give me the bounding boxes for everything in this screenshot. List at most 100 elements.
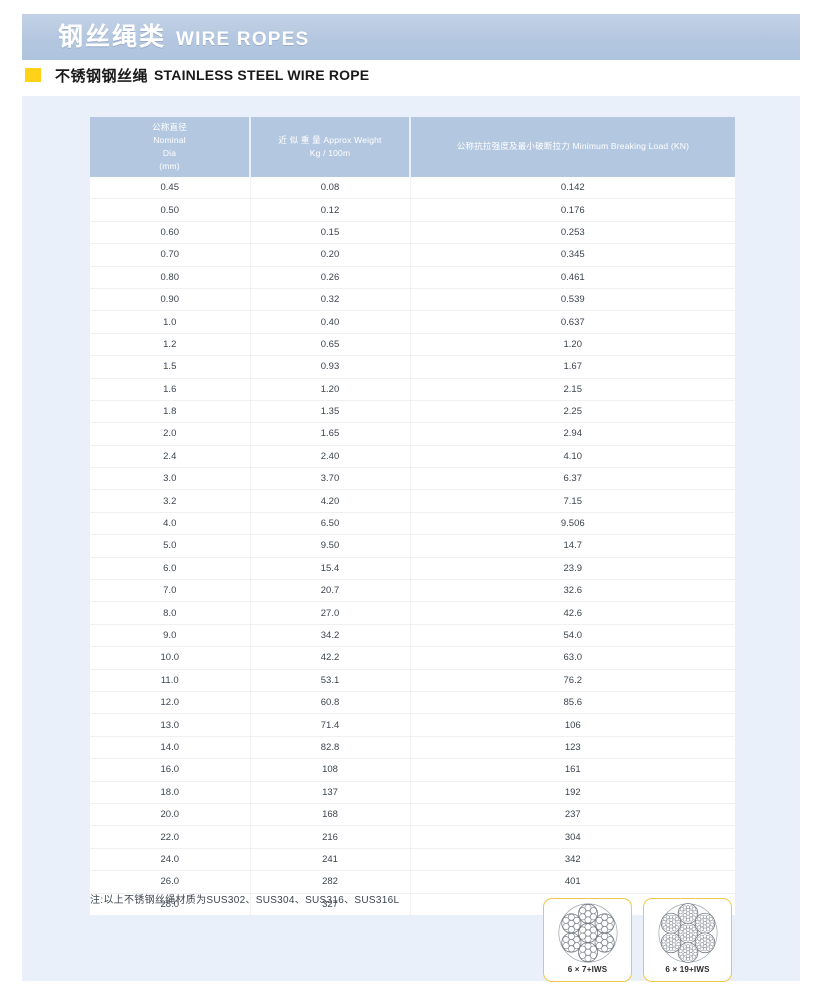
table-cell-nominal_dia: 0.50 bbox=[90, 198, 251, 222]
table-row: 0.90 0.32 0.539 bbox=[90, 288, 735, 312]
table-cell-approx_weight: 0.20 bbox=[250, 243, 411, 267]
table-cell-approx_weight: 0.93 bbox=[250, 355, 411, 379]
table-cell-approx_weight: 0.40 bbox=[250, 310, 411, 334]
table-cell-approx_weight: 60.8 bbox=[250, 691, 411, 715]
table-row: 13.0 71.4 106 bbox=[90, 713, 735, 737]
rope-diagram-label: 6 × 7+IWS bbox=[567, 965, 608, 974]
table-cell-nominal_dia: 12.0 bbox=[90, 691, 251, 715]
table-cell-nominal_dia: 1.6 bbox=[90, 378, 251, 401]
rope-diagram-label: 6 × 19+IWS bbox=[665, 965, 710, 974]
table-cell-breaking_load: 85.6 bbox=[410, 691, 735, 715]
table-row: 24.0 241 342 bbox=[90, 848, 735, 872]
table-cell-approx_weight: 327 bbox=[250, 893, 411, 915]
table-cell-breaking_load: 161 bbox=[410, 758, 735, 782]
table-row: 1.8 1.35 2.25 bbox=[90, 400, 735, 424]
table-row: 18.0 137 192 bbox=[90, 781, 735, 804]
table-cell-approx_weight: 34.2 bbox=[250, 624, 411, 648]
table-row: 9.0 34.2 54.0 bbox=[90, 624, 735, 648]
wire-rope-spec-table: 公称直径 Nominal Dia (mm) 近 似 重 量 Approx Wei… bbox=[90, 117, 735, 915]
section-banner: 钢丝绳类 WIRE ROPES bbox=[22, 14, 800, 60]
table-cell-breaking_load: 23.9 bbox=[410, 557, 735, 581]
table-cell-breaking_load: 2.94 bbox=[410, 422, 735, 446]
table-cell-breaking_load: 54.0 bbox=[410, 624, 735, 648]
banner-title-group: 钢丝绳类 WIRE ROPES bbox=[58, 14, 309, 60]
table-cell-breaking_load: 1.67 bbox=[410, 355, 735, 379]
table-row: 5.0 9.50 14.7 bbox=[90, 534, 735, 558]
table-cell-approx_weight: 0.32 bbox=[250, 288, 411, 312]
table-row: 3.2 4.20 7.15 bbox=[90, 489, 735, 513]
header-line: Nominal bbox=[153, 134, 186, 145]
table-cell-breaking_load: 0.142 bbox=[410, 177, 735, 200]
table-cell-nominal_dia: 28.0 bbox=[90, 893, 251, 915]
table-row: 4.0 6.50 9.506 bbox=[90, 512, 735, 536]
table-cell-breaking_load: 304 bbox=[410, 825, 735, 849]
table-cell-approx_weight: 168 bbox=[250, 803, 411, 827]
table-cell-approx_weight: 0.12 bbox=[250, 198, 411, 222]
table-cell-breaking_load: 0.345 bbox=[410, 243, 735, 267]
table-cell-approx_weight: 4.20 bbox=[250, 489, 411, 513]
table-cell-nominal_dia: 0.45 bbox=[90, 177, 251, 200]
table-cell-breaking_load: 4.10 bbox=[410, 445, 735, 469]
table-cell-nominal_dia: 9.0 bbox=[90, 624, 251, 648]
header-line: 公称抗拉强度及最小破断拉力 Minimum Breaking Load (KN) bbox=[456, 141, 690, 152]
rope-diagram-card-6x19: 6 × 19+IWS bbox=[643, 898, 732, 982]
table-row: 12.0 60.8 85.6 bbox=[90, 691, 735, 715]
table-cell-nominal_dia: 26.0 bbox=[90, 870, 251, 894]
table-cell-breaking_load: 76.2 bbox=[410, 669, 735, 692]
table-row: 0.70 0.20 0.345 bbox=[90, 243, 735, 267]
table-cell-approx_weight: 2.40 bbox=[250, 445, 411, 469]
table-cell-nominal_dia: 3.2 bbox=[90, 489, 251, 513]
table-row: 1.2 0.65 1.20 bbox=[90, 333, 735, 357]
header-line: 近 似 重 量 Approx Weight bbox=[278, 134, 382, 145]
table-cell-approx_weight: 20.7 bbox=[250, 579, 411, 603]
table-cell-nominal_dia: 16.0 bbox=[90, 758, 251, 782]
table-cell-breaking_load: 1.20 bbox=[410, 333, 735, 357]
table-row: 1.6 1.20 2.15 bbox=[90, 378, 735, 401]
table-row: 22.0 216 304 bbox=[90, 825, 735, 849]
table-row: 0.80 0.26 0.461 bbox=[90, 266, 735, 289]
table-row: 2.0 1.65 2.94 bbox=[90, 422, 735, 446]
table-row: 8.0 27.0 42.6 bbox=[90, 601, 735, 625]
table-cell-nominal_dia: 14.0 bbox=[90, 736, 251, 760]
table-cell-approx_weight: 9.50 bbox=[250, 534, 411, 558]
table-cell-breaking_load: 14.7 bbox=[410, 534, 735, 558]
table-cell-breaking_load: 7.15 bbox=[410, 489, 735, 513]
table-cell-approx_weight: 282 bbox=[250, 870, 411, 894]
table-cell-nominal_dia: 22.0 bbox=[90, 825, 251, 849]
table-cell-approx_weight: 1.20 bbox=[250, 378, 411, 401]
table-cell-breaking_load: 32.6 bbox=[410, 579, 735, 603]
header-line: Kg / 100m bbox=[309, 148, 351, 158]
table-cell-nominal_dia: 1.8 bbox=[90, 400, 251, 424]
table-cell-approx_weight: 1.35 bbox=[250, 400, 411, 424]
table-cell-approx_weight: 42.2 bbox=[250, 646, 411, 670]
rope-diagram-card-6x7: 6 × 7+IWS bbox=[543, 898, 632, 982]
table-cell-approx_weight: 137 bbox=[250, 781, 411, 804]
table-row: 0.50 0.12 0.176 bbox=[90, 198, 735, 222]
table-cell-nominal_dia: 0.80 bbox=[90, 266, 251, 289]
product-subtitle: 不锈钢钢丝绳 STAINLESS STEEL WIRE ROPE bbox=[25, 64, 369, 86]
table-cell-breaking_load: 9.506 bbox=[410, 512, 735, 536]
product-subtitle-en: STAINLESS STEEL WIRE ROPE bbox=[154, 67, 370, 83]
table-cell-nominal_dia: 3.0 bbox=[90, 467, 251, 491]
table-cell-approx_weight: 0.15 bbox=[250, 221, 411, 245]
table-cell-approx_weight: 241 bbox=[250, 848, 411, 872]
table-cell-breaking_load: 192 bbox=[410, 781, 735, 804]
table-cell-breaking_load: 2.15 bbox=[410, 378, 735, 401]
table-cell-nominal_dia: 1.0 bbox=[90, 310, 251, 334]
table-cell-breaking_load: 342 bbox=[410, 848, 735, 872]
table-row: 7.0 20.7 32.6 bbox=[90, 579, 735, 603]
table-cell-breaking_load: 0.637 bbox=[410, 310, 735, 334]
table-cell-approx_weight: 53.1 bbox=[250, 669, 411, 692]
table-cell-breaking_load: 123 bbox=[410, 736, 735, 760]
table-cell-approx_weight: 71.4 bbox=[250, 713, 411, 737]
table-cell-nominal_dia: 11.0 bbox=[90, 669, 251, 692]
table-header-row: 公称直径 Nominal Dia (mm) 近 似 重 量 Approx Wei… bbox=[90, 117, 735, 177]
table-cell-approx_weight: 15.4 bbox=[250, 557, 411, 581]
table-row: 20.0 168 237 bbox=[90, 803, 735, 827]
rope-cross-section-6x19-icon bbox=[657, 902, 719, 964]
rope-cross-section-6x7-icon bbox=[557, 902, 619, 964]
material-note: 注:以上不锈钢丝绳材质为SUS302、SUS304、SUS316、SUS316L bbox=[90, 895, 400, 906]
table-cell-breaking_load: 42.6 bbox=[410, 601, 735, 625]
table-row: 0.45 0.08 0.142 bbox=[90, 177, 735, 200]
